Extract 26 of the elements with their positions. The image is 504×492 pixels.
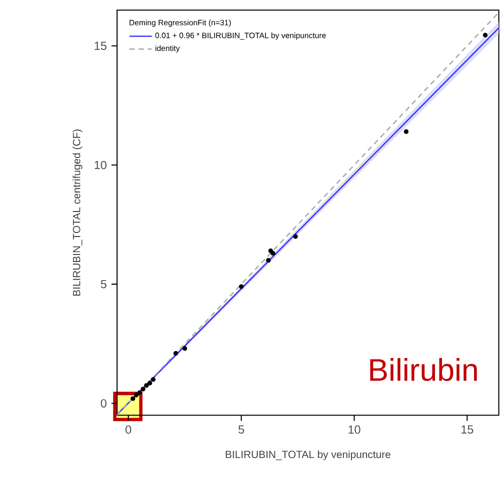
point [140, 386, 146, 392]
point [482, 32, 488, 38]
point [137, 390, 142, 395]
point [293, 234, 298, 239]
point [150, 376, 156, 382]
annotation: Bilirubin [370, 358, 477, 381]
point [182, 346, 188, 351]
y-tick-label: 15 [94, 42, 106, 50]
point [238, 284, 244, 289]
y-axis-title: BILIRUBIN_TOTAL centrifuged (CF) [72, 129, 82, 296]
x-tick-label: 15 [462, 425, 474, 434]
point [270, 250, 276, 256]
point [144, 382, 149, 388]
x-axis-title: BILIRUBIN_TOTAL by venipuncture [226, 450, 390, 460]
y-tick-label: 5 [100, 280, 106, 288]
point [266, 258, 271, 262]
point [173, 350, 178, 356]
y-tick-label: 0 [100, 398, 106, 408]
x-tick-label: 10 [348, 425, 360, 434]
x-tick-label: 5 [238, 425, 244, 434]
point [404, 129, 409, 134]
point [134, 392, 139, 398]
x-tick-label: 0 [126, 425, 132, 434]
point [130, 396, 136, 401]
point [147, 380, 152, 386]
y-tick-label: 10 [94, 160, 106, 169]
